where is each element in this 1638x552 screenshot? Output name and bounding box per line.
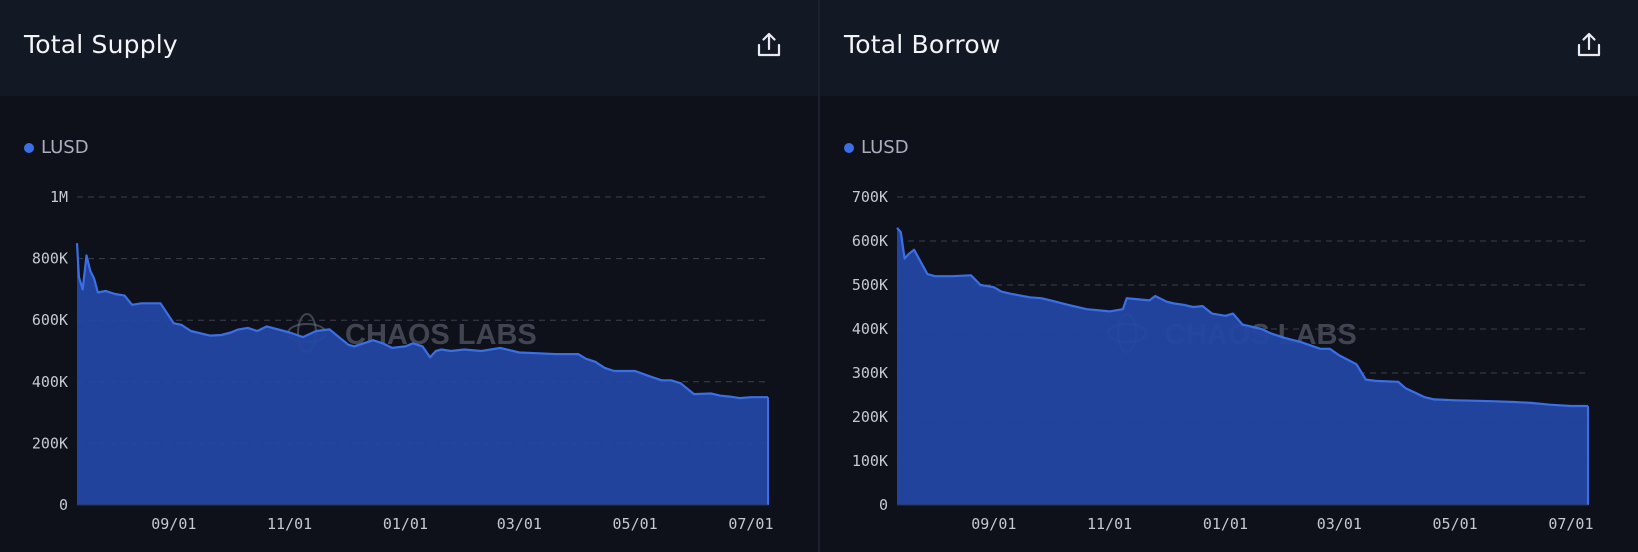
y-tick-label: 200K xyxy=(852,408,888,426)
legend-label: LUSD xyxy=(41,137,89,158)
x-tick-label: 05/01 xyxy=(1433,515,1478,533)
panel-title: Total Borrow xyxy=(844,30,1001,59)
chart-legend[interactable]: LUSD xyxy=(24,137,89,158)
legend-label: LUSD xyxy=(861,137,909,158)
y-tick-label: 100K xyxy=(852,452,888,470)
y-tick-label: 800K xyxy=(32,250,68,268)
x-tick-label: 11/01 xyxy=(267,515,312,533)
share-icon[interactable] xyxy=(1574,30,1604,60)
y-tick-label: 0 xyxy=(59,496,68,514)
x-tick-label: 07/01 xyxy=(728,515,773,533)
x-tick-label: 03/01 xyxy=(497,515,542,533)
y-tick-label: 700K xyxy=(852,188,888,206)
series-line xyxy=(75,243,768,400)
total-supply-panel: Total Supply LUSD CHAOS LABS 0 200K 400K 600… xyxy=(0,0,818,552)
borrow-chart: CHAOS LABS0100K200K300K400K500K600K700K0… xyxy=(852,188,1594,533)
y-tick-label: 600K xyxy=(32,311,68,329)
y-tick-label: 400K xyxy=(852,320,888,338)
panel-header: Total Supply xyxy=(0,0,818,96)
y-tick-label: 0 xyxy=(879,496,888,514)
legend-dot xyxy=(844,142,854,153)
legend-dot xyxy=(24,142,34,153)
series-area xyxy=(77,243,768,505)
y-tick-label: 300K xyxy=(852,364,888,382)
y-tick-label: 500K xyxy=(852,276,888,294)
series-line xyxy=(896,227,1588,408)
x-tick-label: 01/01 xyxy=(383,515,428,533)
x-tick-label: 11/01 xyxy=(1087,515,1132,533)
x-tick-label: 07/01 xyxy=(1548,515,1593,533)
share-icon[interactable] xyxy=(754,30,784,60)
x-tick-label: 05/01 xyxy=(613,515,658,533)
y-tick-label: 600K xyxy=(852,232,888,250)
panel-title: Total Supply xyxy=(24,30,178,59)
panel-header: Total Borrow xyxy=(820,0,1638,96)
x-tick-label: 09/01 xyxy=(971,515,1016,533)
y-tick-label: 1M xyxy=(50,188,68,206)
x-tick-label: 03/01 xyxy=(1317,515,1362,533)
y-tick-label: 400K xyxy=(32,373,68,391)
x-tick-label: 09/01 xyxy=(151,515,196,533)
y-tick-label: 200K xyxy=(32,434,68,452)
total-borrow-panel: Total Borrow LUSD CHAOS LABS0100K200K300… xyxy=(818,0,1638,552)
x-tick-label: 01/01 xyxy=(1203,515,1248,533)
series-area xyxy=(897,227,1588,506)
chart-legend[interactable]: LUSD xyxy=(844,137,909,158)
